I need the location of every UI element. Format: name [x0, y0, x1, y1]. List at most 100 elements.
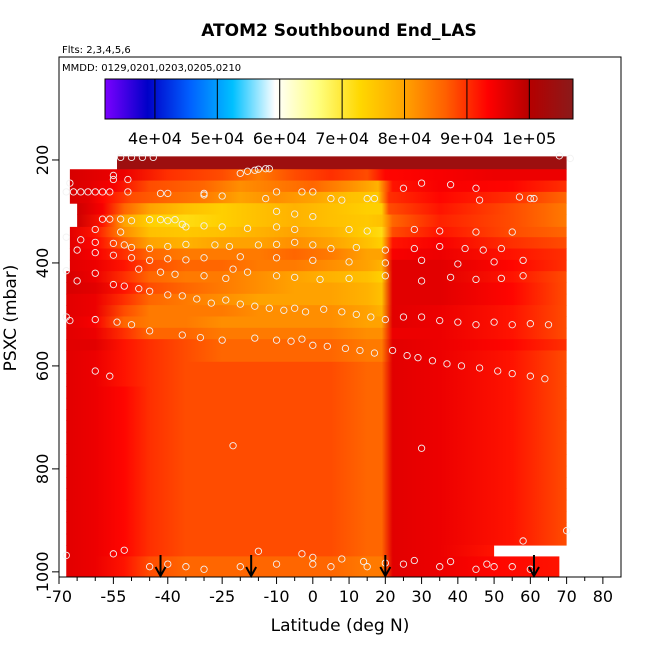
data-point [341, 344, 350, 353]
heatmap-band [66, 282, 567, 295]
data-point [272, 240, 281, 249]
data-point [508, 369, 516, 378]
data-point [309, 241, 317, 249]
data-point [109, 175, 118, 184]
heatmap-band [66, 409, 567, 421]
data-point [417, 313, 426, 321]
data-point [352, 243, 360, 252]
x-tick-label: -25 [209, 587, 235, 606]
data-point [145, 287, 154, 295]
heatmap-band [66, 465, 567, 478]
data-point [77, 188, 85, 196]
data-point [443, 360, 451, 368]
data-point [472, 228, 480, 236]
data-point [298, 550, 306, 558]
data-point [363, 227, 371, 235]
x-tick-label: 20 [375, 587, 395, 606]
data-points [62, 152, 574, 573]
data-point [251, 166, 259, 174]
data-point [178, 331, 186, 339]
y-tick-label: 400 [33, 248, 52, 279]
data-point [200, 254, 208, 262]
data-point [410, 225, 418, 234]
data-point [544, 321, 553, 329]
flights-note: Flts: 2,3,4,5,6 [62, 45, 131, 56]
data-point [127, 254, 136, 262]
data-point [490, 258, 498, 266]
dates-note: MMDD: 0129,0201,0203,0205,0210 [62, 63, 241, 74]
data-point [345, 258, 353, 266]
heatmap-band [66, 477, 567, 489]
data-point [164, 242, 172, 251]
data-point [211, 241, 219, 249]
data-point [236, 253, 244, 261]
heatmap-band [77, 203, 567, 216]
data-point [414, 354, 422, 362]
latitude-arrow [245, 555, 258, 579]
heatmap-band [66, 316, 567, 329]
data-point [62, 233, 70, 241]
data-point [229, 442, 237, 450]
data-point [472, 184, 480, 192]
data-point [254, 241, 263, 249]
data-point [298, 188, 306, 196]
latitude-arrow [379, 555, 392, 579]
data-point [454, 260, 462, 268]
data-point [291, 304, 299, 312]
x-tick-label: 30 [411, 587, 431, 606]
y-axis: 200 400 600 800 1000 [33, 145, 59, 592]
y-tick-label: 200 [33, 145, 52, 176]
data-point [410, 244, 418, 253]
x-axis: -70 -55 -40 -25 -10 0 10 20 30 40 50 60 70 80 [46, 577, 613, 606]
data-point [200, 272, 208, 280]
data-point [193, 295, 201, 303]
data-point [182, 223, 190, 231]
x-tick-label: 80 [593, 587, 613, 606]
x-tick-label: -40 [155, 587, 181, 606]
plot-frame [58, 56, 622, 578]
data-point [120, 241, 128, 249]
data-point [291, 225, 299, 234]
data-point [222, 296, 230, 304]
data-point [381, 315, 389, 324]
data-point [127, 217, 136, 225]
data-point [254, 165, 263, 173]
data-point [69, 188, 78, 196]
heatmap-band [69, 259, 567, 272]
data-point [338, 196, 346, 204]
data-point [164, 189, 172, 198]
data-point [417, 277, 426, 285]
y-tick-label: 600 [33, 351, 52, 382]
x-tick-label: -10 [263, 587, 289, 606]
data-point [200, 191, 208, 199]
data-point [109, 280, 118, 289]
heatmap-band [77, 214, 567, 228]
data-point [490, 318, 498, 326]
data-point [272, 207, 281, 216]
data-point [156, 216, 165, 224]
heatmap-band [66, 420, 567, 433]
data-point [363, 194, 371, 203]
data-point [222, 274, 230, 283]
data-point [454, 318, 462, 326]
heatmap [66, 156, 567, 578]
colorbar-tick-label: 5e+04 [190, 129, 244, 148]
latitude-arrow [154, 555, 167, 579]
data-point [178, 292, 186, 300]
data-point [381, 259, 389, 267]
data-point [145, 327, 154, 335]
heatmap-band [66, 431, 567, 444]
data-point [225, 242, 234, 251]
data-point [519, 256, 527, 265]
colorbar-gradient [104, 78, 574, 120]
data-point [519, 537, 527, 545]
colorbar-tick-label: 6e+04 [253, 129, 307, 148]
data-point [436, 227, 444, 235]
x-tick-label: -70 [46, 587, 72, 606]
data-point [457, 362, 466, 370]
latitude-markers [154, 555, 540, 579]
data-point [91, 315, 99, 324]
data-point [254, 547, 263, 555]
data-point [316, 275, 324, 284]
latitude-arrow [528, 555, 540, 579]
